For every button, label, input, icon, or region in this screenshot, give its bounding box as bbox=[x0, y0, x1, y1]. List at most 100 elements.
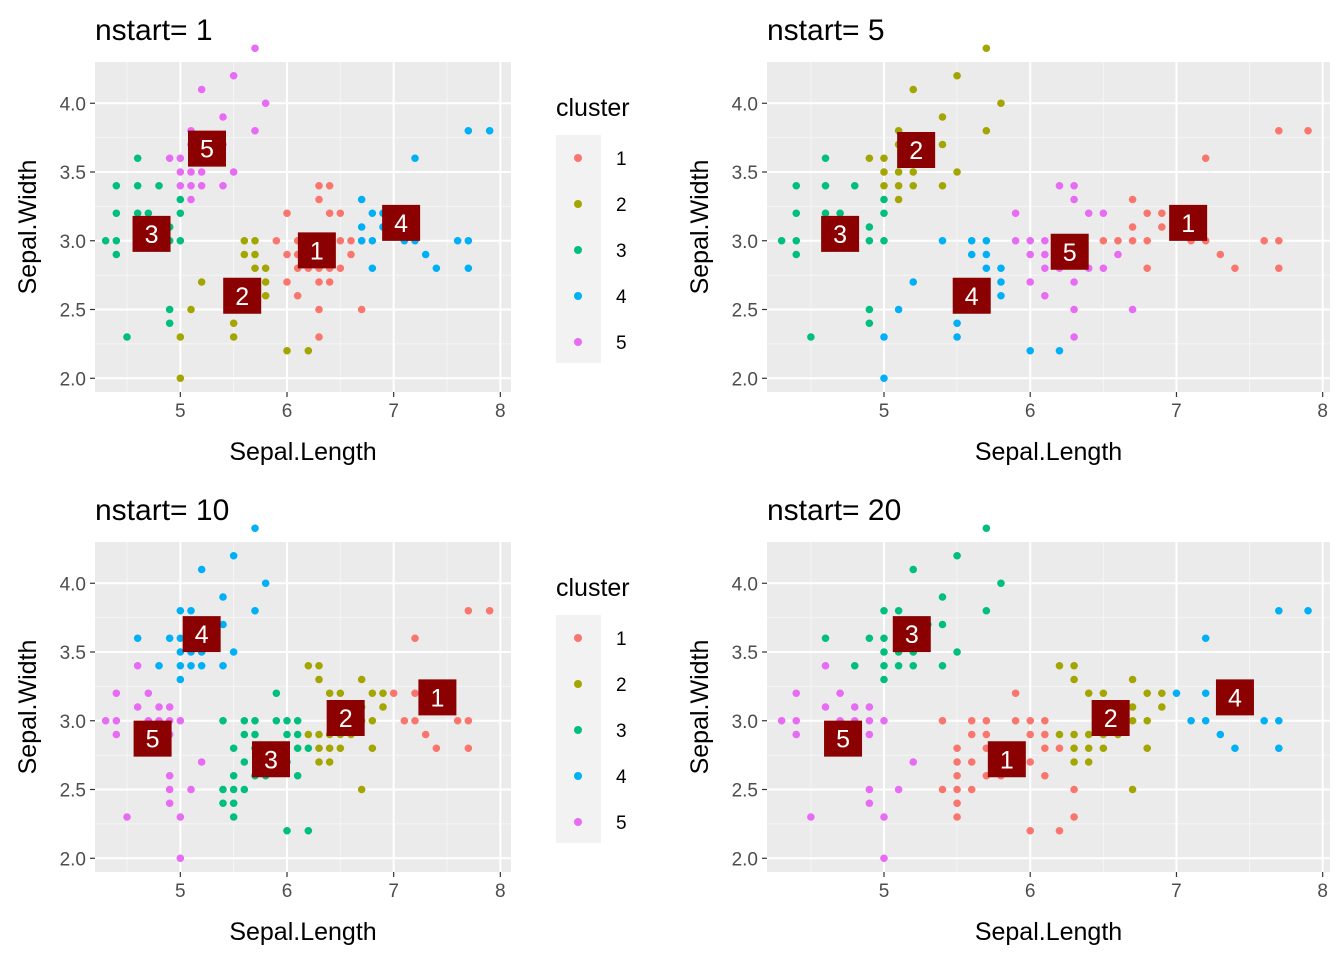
data-point bbox=[821, 703, 830, 711]
data-point bbox=[1231, 744, 1239, 753]
data-point bbox=[368, 744, 377, 753]
data-point bbox=[880, 168, 888, 176]
data-point bbox=[865, 236, 874, 245]
data-point bbox=[1201, 689, 1210, 698]
data-point bbox=[982, 236, 991, 245]
data-point bbox=[325, 758, 334, 766]
data-point bbox=[336, 689, 345, 698]
data-point bbox=[357, 223, 366, 231]
data-point bbox=[1026, 826, 1035, 835]
data-point bbox=[176, 374, 185, 383]
data-point bbox=[982, 250, 991, 259]
data-point bbox=[865, 223, 874, 231]
cluster-center-box bbox=[892, 616, 931, 653]
data-point bbox=[865, 730, 874, 739]
data-point bbox=[909, 85, 918, 94]
cluster-center-box bbox=[252, 741, 290, 778]
data-point bbox=[1070, 744, 1078, 753]
x-tick-label: 5 bbox=[175, 401, 186, 422]
data-point bbox=[997, 278, 1005, 286]
y-tick-label: 3.0 bbox=[732, 712, 758, 733]
legend-key bbox=[574, 634, 582, 642]
data-point bbox=[197, 278, 206, 286]
cluster-center-label: 3 bbox=[264, 746, 278, 774]
data-point bbox=[1041, 716, 1049, 725]
data-point bbox=[485, 126, 494, 135]
data-point bbox=[880, 181, 888, 190]
data-point bbox=[1201, 154, 1210, 163]
legend-label: 5 bbox=[616, 333, 627, 354]
data-point bbox=[1143, 209, 1152, 218]
data-point bbox=[1070, 195, 1078, 204]
data-point bbox=[176, 236, 185, 245]
data-point bbox=[1201, 634, 1210, 643]
data-point bbox=[197, 661, 206, 670]
data-point bbox=[1216, 730, 1225, 739]
data-point bbox=[1070, 278, 1078, 286]
data-point bbox=[1260, 236, 1268, 245]
y-tick-label: 2.0 bbox=[732, 849, 758, 870]
data-point bbox=[101, 716, 110, 725]
data-point bbox=[293, 744, 302, 753]
data-point bbox=[967, 236, 976, 245]
data-point bbox=[464, 716, 473, 725]
data-point bbox=[379, 703, 387, 711]
data-point bbox=[219, 799, 227, 808]
data-point bbox=[240, 250, 249, 259]
data-point bbox=[953, 648, 961, 656]
data-point bbox=[792, 250, 801, 259]
data-point bbox=[411, 634, 419, 643]
data-point bbox=[1099, 209, 1108, 218]
data-point bbox=[1026, 236, 1035, 245]
data-point bbox=[304, 826, 313, 835]
data-point bbox=[792, 236, 801, 245]
y-tick-label: 2.5 bbox=[732, 301, 758, 322]
data-point bbox=[251, 44, 259, 53]
data-point bbox=[953, 71, 961, 80]
legend-key bbox=[574, 726, 582, 734]
data-point bbox=[1026, 250, 1035, 259]
data-point bbox=[293, 771, 302, 780]
data-point bbox=[865, 154, 874, 163]
data-point bbox=[894, 305, 903, 314]
panel-title: nstart= 10 bbox=[95, 494, 229, 527]
data-point bbox=[251, 524, 259, 533]
x-axis-title: Sepal.Length bbox=[229, 438, 376, 466]
data-point bbox=[133, 154, 142, 163]
data-point bbox=[865, 703, 874, 711]
data-point bbox=[112, 730, 121, 739]
data-point bbox=[1070, 675, 1078, 684]
data-point bbox=[112, 209, 121, 218]
legend-label: 4 bbox=[616, 767, 627, 788]
x-tick-label: 7 bbox=[388, 881, 399, 902]
data-point bbox=[1070, 758, 1078, 766]
data-point bbox=[953, 319, 961, 328]
data-point bbox=[315, 278, 323, 286]
data-point bbox=[389, 689, 398, 698]
data-point bbox=[315, 333, 323, 341]
data-point bbox=[432, 264, 441, 273]
data-point bbox=[325, 209, 334, 218]
data-point bbox=[997, 291, 1005, 300]
data-point bbox=[176, 168, 185, 176]
data-point bbox=[197, 85, 206, 94]
cluster-center-box bbox=[1169, 204, 1208, 241]
data-point bbox=[261, 579, 270, 588]
data-point bbox=[272, 716, 281, 725]
data-point bbox=[229, 319, 238, 328]
data-point bbox=[880, 854, 888, 863]
data-point bbox=[880, 236, 888, 245]
data-point bbox=[229, 333, 238, 341]
data-point bbox=[123, 333, 131, 341]
data-point bbox=[1143, 264, 1152, 273]
data-point bbox=[176, 195, 185, 204]
data-point bbox=[1172, 689, 1181, 698]
data-point bbox=[251, 236, 259, 245]
legend-key bbox=[574, 200, 582, 208]
cluster-center-label: 4 bbox=[1228, 684, 1242, 712]
data-point bbox=[464, 744, 473, 753]
data-point bbox=[1084, 730, 1093, 739]
data-point bbox=[219, 661, 227, 670]
data-point bbox=[411, 154, 419, 163]
data-point bbox=[953, 785, 961, 794]
